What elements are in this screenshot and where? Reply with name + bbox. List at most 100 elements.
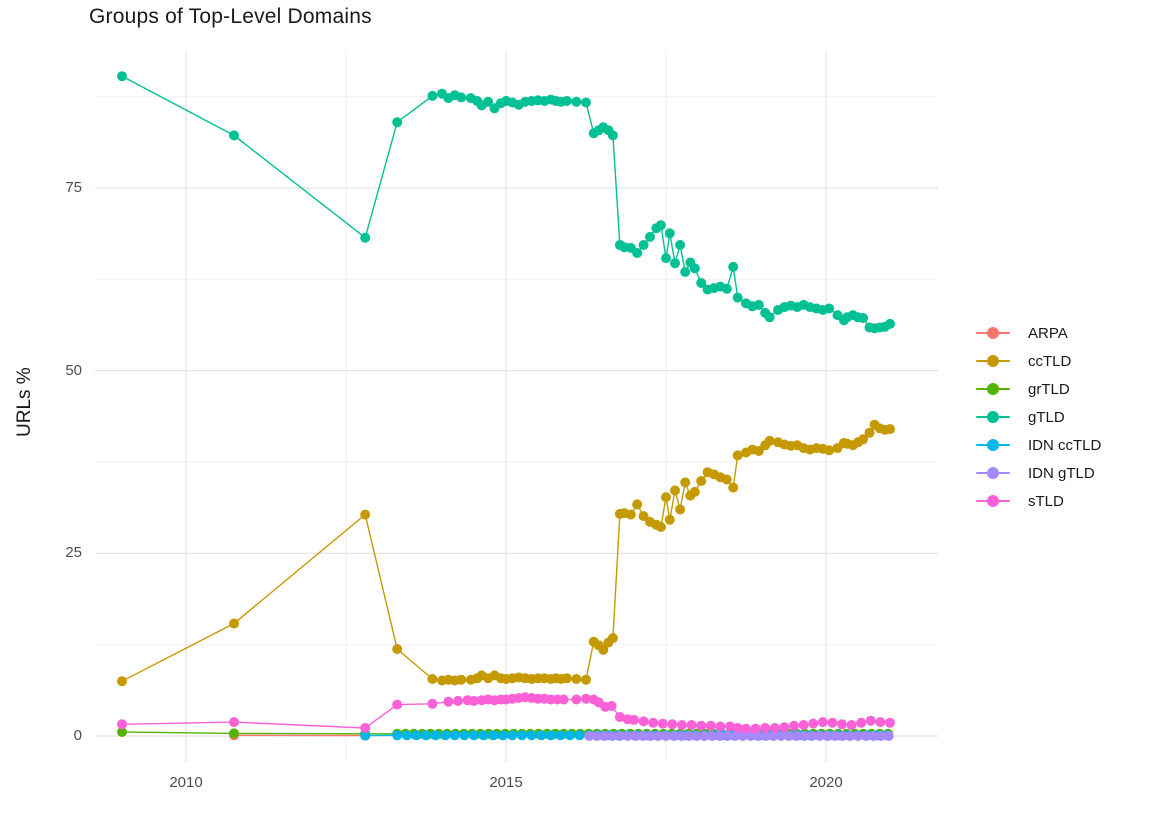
data-point: [705, 720, 716, 731]
data-point: [561, 673, 572, 684]
data-point: [680, 477, 691, 488]
series-cctld: [117, 419, 895, 687]
data-point: [638, 716, 649, 727]
series-arpa: [229, 730, 371, 741]
data-point: [571, 674, 582, 684]
data-point: [497, 730, 508, 741]
legend-key-icon: [976, 438, 1010, 452]
data-point: [789, 720, 799, 731]
data-point: [655, 220, 666, 231]
data-point: [117, 676, 127, 687]
data-point: [606, 701, 617, 711]
data-point: [689, 263, 700, 274]
data-point: [696, 720, 707, 731]
legend-key-dot: [987, 411, 999, 423]
series-gtld: [117, 71, 895, 334]
data-point: [536, 730, 547, 741]
legend-key-dot: [987, 495, 999, 507]
legend-item-gtld: gTLD: [976, 403, 1101, 431]
data-point: [732, 450, 743, 461]
data-point: [360, 730, 371, 741]
data-point: [411, 730, 422, 741]
data-point: [614, 731, 625, 741]
data-point: [728, 261, 739, 272]
data-point: [392, 730, 403, 741]
data-point: [745, 731, 756, 741]
data-point: [875, 717, 886, 728]
x-tick-label: 2020: [809, 774, 843, 791]
data-point: [696, 476, 707, 486]
data-point: [764, 435, 775, 446]
data-point: [117, 727, 127, 737]
legend-label: IDN ccTLD: [1028, 436, 1102, 454]
data-point: [430, 730, 441, 741]
data-point: [686, 720, 697, 730]
data-point: [488, 730, 499, 741]
data-point: [440, 730, 451, 741]
data-point: [714, 731, 725, 741]
legend-key-icon: [976, 410, 1010, 424]
legend-key-dot: [987, 439, 999, 451]
data-point: [632, 248, 643, 258]
data-point: [555, 730, 566, 741]
data-point: [675, 504, 686, 515]
data-point: [607, 633, 618, 644]
data-point: [776, 731, 787, 741]
legend-item-grtld: grTLD: [976, 375, 1101, 403]
data-point: [392, 117, 403, 128]
data-point: [837, 719, 847, 730]
data-point: [845, 731, 856, 741]
data-point: [607, 130, 618, 141]
data-point: [517, 730, 527, 741]
data-point: [581, 693, 591, 704]
data-point: [571, 96, 582, 107]
y-tick-label: 50: [65, 361, 82, 379]
legend-key-dot: [987, 383, 999, 395]
data-point: [730, 731, 741, 741]
data-point: [868, 731, 879, 741]
data-point: [876, 731, 886, 741]
data-point: [401, 730, 412, 741]
legend-key-dot: [987, 355, 999, 367]
data-point: [360, 723, 371, 733]
data-point: [625, 509, 636, 520]
data-point: [883, 731, 894, 741]
data-point: [670, 258, 680, 269]
data-point: [769, 723, 780, 733]
data-point: [421, 730, 431, 741]
data-point: [865, 715, 876, 726]
legend-key-icon: [976, 466, 1010, 480]
data-point: [581, 97, 591, 108]
series-idn-gtld: [584, 731, 894, 741]
data-point: [827, 717, 838, 728]
data-point: [814, 731, 825, 741]
data-point: [661, 731, 671, 741]
data-point: [760, 723, 771, 733]
data-point: [677, 720, 687, 730]
data-point: [526, 730, 537, 741]
data-point: [696, 278, 707, 288]
data-point: [545, 730, 556, 741]
data-point: [427, 90, 438, 101]
data-point: [629, 714, 639, 725]
data-point: [664, 228, 675, 239]
data-point: [721, 283, 732, 294]
data-point: [760, 731, 771, 741]
legend-item-stld: sTLD: [976, 487, 1101, 515]
data-point: [750, 723, 761, 734]
data-point: [456, 92, 467, 103]
data-point: [824, 445, 835, 456]
data-point: [591, 731, 602, 741]
x-tick-label: 2015: [489, 774, 523, 791]
data-point: [456, 674, 467, 685]
data-point: [783, 731, 794, 741]
data-point: [483, 96, 494, 107]
data-point: [459, 730, 470, 741]
data-point: [584, 731, 595, 741]
data-point: [360, 509, 371, 520]
data-point: [607, 731, 618, 741]
data-point: [565, 730, 575, 741]
legend-label: ARPA: [1028, 324, 1068, 342]
legend-label: IDN gTLD: [1028, 464, 1095, 482]
